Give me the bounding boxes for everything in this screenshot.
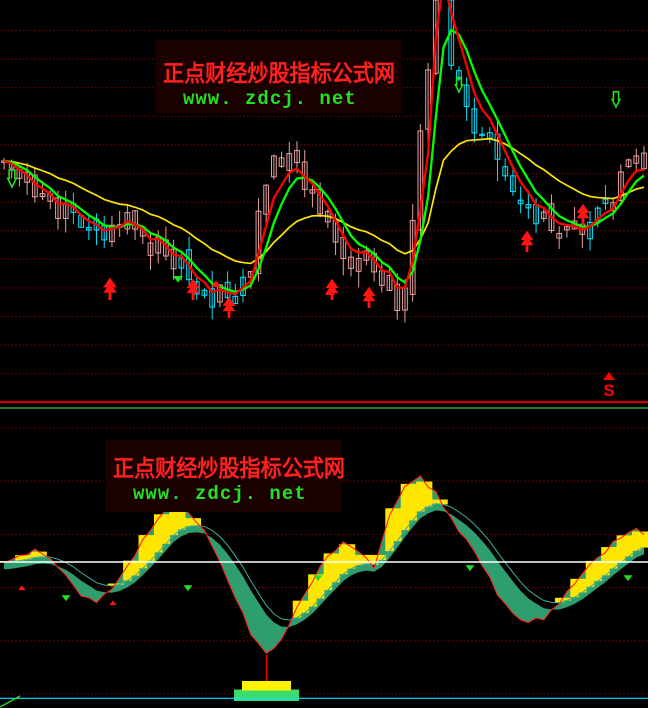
- svg-text:正点财经炒股指标公式网: 正点财经炒股指标公式网: [163, 60, 395, 86]
- svg-text:www. zdcj. net: www. zdcj. net: [133, 483, 307, 505]
- svg-text:www. zdcj. net: www. zdcj. net: [183, 88, 357, 110]
- svg-text:S: S: [603, 381, 614, 400]
- svg-text:正点财经炒股指标公式网: 正点财经炒股指标公式网: [113, 455, 345, 481]
